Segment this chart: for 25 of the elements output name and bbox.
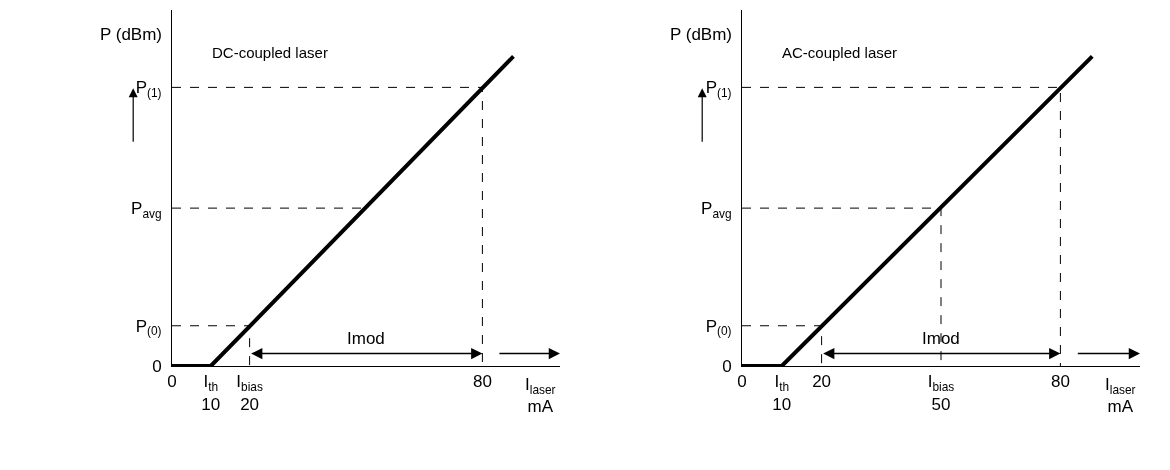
x-tick-label: I$_{bias}$ 20 bbox=[236, 372, 263, 414]
x-tick-label: I$_{th}$ 10 bbox=[772, 372, 792, 414]
x-tick-label: I$_{bias}$ 50 bbox=[927, 372, 955, 414]
y-tick-label: P$_{avg}$ bbox=[131, 199, 162, 221]
y-tick-label: 0 bbox=[722, 356, 732, 376]
annotation: Imod bbox=[347, 329, 385, 348]
x-axis-title: I$_{laser}$ mA bbox=[525, 375, 556, 417]
y-tick-label: P$_{(1)}$ bbox=[135, 78, 162, 100]
x-tick-label: I$_{th}$ 10 bbox=[201, 372, 221, 414]
x-tick-label: 20 bbox=[812, 372, 832, 392]
x-tick-label: 0 bbox=[737, 372, 747, 392]
x-tick-label: 0 bbox=[167, 372, 177, 392]
y-tick-label: P$_{(0)}$ bbox=[705, 316, 732, 339]
x-tick-label: 80 bbox=[472, 372, 492, 392]
y-tick-label: P$_{(0)}$ bbox=[135, 316, 162, 339]
y-tick-label: P$_{(1)}$ bbox=[705, 78, 732, 100]
y-tick-label: P$_{avg}$ bbox=[701, 199, 732, 221]
y-tick-label: 0 bbox=[152, 356, 162, 376]
x-axis-title: I$_{laser}$ mA bbox=[1105, 375, 1136, 417]
y-axis-title: P (dBm) bbox=[670, 25, 733, 44]
x-tick-label: 80 bbox=[1050, 372, 1070, 392]
y-axis-title: P (dBm) bbox=[100, 25, 163, 44]
text: AC-coupled laser bbox=[782, 43, 898, 61]
text: DC-coupled laser bbox=[212, 43, 328, 61]
annotation: Imod bbox=[922, 329, 960, 348]
